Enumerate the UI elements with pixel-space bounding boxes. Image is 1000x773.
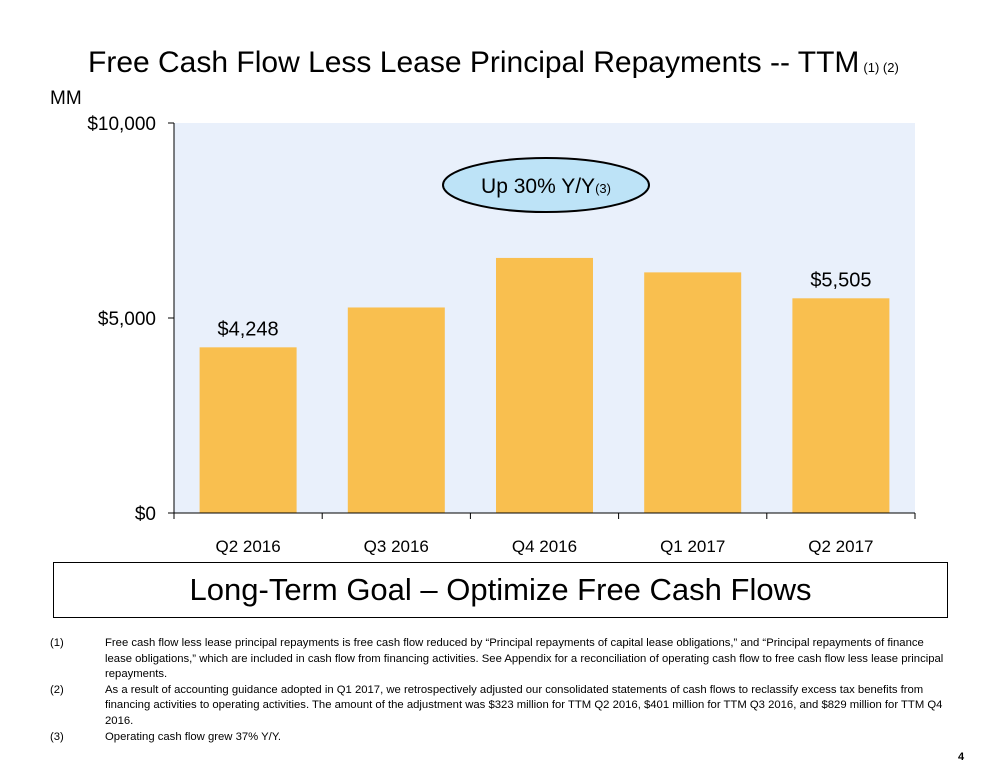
chart-title: Free Cash Flow Less Lease Principal Repa…	[88, 48, 899, 78]
footnote-text: As a result of accounting guidance adopt…	[105, 683, 943, 727]
data-label: $5,505	[810, 269, 871, 291]
y-tick-label: $10,000	[87, 114, 156, 135]
units-label: MM	[50, 88, 82, 109]
x-tick-label: Q3 2016	[364, 537, 429, 556]
callout-main: Up 30% Y/Y	[481, 175, 595, 198]
bar-chart: Q2 2016 $4,248 Q3 2016 Q4 2016 Q1 2017 Q2 201…	[87, 114, 916, 556]
footnote-number: (2)	[50, 683, 64, 696]
title-footnote-refs: (1) (2)	[863, 60, 899, 75]
footnote: (3) Operating cash flow grew 37% Y/Y.	[50, 730, 950, 746]
goal-box: Long-Term Goal – Optimize Free Cash Flow…	[53, 562, 948, 618]
callout-oval	[442, 157, 650, 213]
bar-q3-2016	[347, 307, 445, 513]
x-tick-label: Q2 2016	[215, 537, 280, 556]
footnote-number: (1)	[50, 637, 64, 649]
data-label: $4,248	[218, 318, 279, 340]
y-tick-label: $5,000	[98, 309, 156, 330]
footnote-number: (3)	[50, 730, 64, 743]
callout: Up 30% Y/Y(3)	[442, 157, 650, 213]
y-tick-label: $0	[135, 504, 156, 525]
callout-text: Up 30% Y/Y(3)	[481, 175, 611, 198]
page-number: 4	[958, 751, 965, 763]
footnote-text: Operating cash flow grew 37% Y/Y.	[105, 730, 282, 743]
footnotes: (1) Free cash flow less lease principal …	[50, 636, 950, 745]
chart-title-text: Free Cash Flow Less Lease Principal Repa…	[88, 46, 860, 79]
x-tick-label: Q4 2016	[512, 537, 577, 556]
footnote: (1) Free cash flow less lease principal …	[50, 636, 950, 683]
bar-q4-2016	[496, 257, 593, 513]
footnote: (2) As a result of accounting guidance a…	[50, 683, 950, 730]
callout-ref: (3)	[595, 181, 611, 196]
bar-q2-2016	[199, 347, 297, 513]
footnote-text: Free cash flow less lease principal repa…	[105, 637, 944, 681]
bar-q2-2017	[792, 298, 890, 513]
x-tick-label: Q1 2017	[660, 537, 725, 556]
bar-q1-2017	[644, 272, 742, 513]
x-tick-label: Q2 2017	[808, 537, 873, 556]
